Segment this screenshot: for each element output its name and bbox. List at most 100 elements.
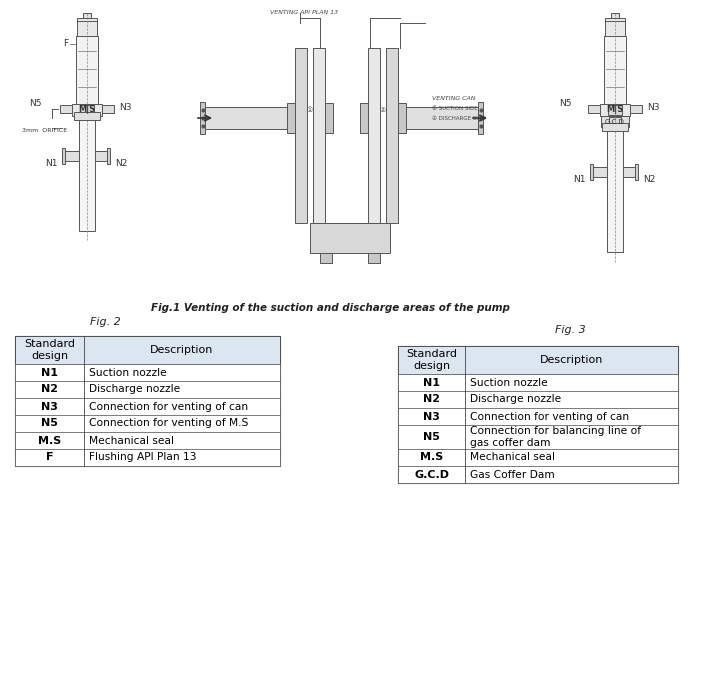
Bar xyxy=(76,36,98,104)
Text: Fig. 2: Fig. 2 xyxy=(90,317,120,327)
Bar xyxy=(630,105,642,113)
Text: G.C.D: G.C.D xyxy=(414,469,449,480)
Bar xyxy=(398,103,406,133)
Bar xyxy=(593,167,607,177)
Text: Standard
design: Standard design xyxy=(406,349,457,371)
Bar xyxy=(102,105,114,113)
Text: ②: ② xyxy=(380,107,386,113)
Text: N2: N2 xyxy=(643,176,655,185)
Text: ① SUCTION SIDE: ① SUCTION SIDE xyxy=(432,106,477,110)
Bar xyxy=(15,364,280,381)
Bar xyxy=(295,48,307,223)
Text: F: F xyxy=(46,453,53,462)
Bar xyxy=(107,148,110,164)
Bar xyxy=(607,127,623,252)
Bar xyxy=(287,103,295,133)
Bar xyxy=(200,102,205,134)
Bar xyxy=(79,116,95,231)
Bar xyxy=(398,374,678,391)
Bar xyxy=(386,48,398,223)
Text: M.S: M.S xyxy=(420,453,443,462)
Text: N2: N2 xyxy=(115,160,127,169)
Bar xyxy=(604,36,626,104)
Bar xyxy=(398,107,478,129)
Text: G.C.D: G.C.D xyxy=(605,119,625,124)
Bar xyxy=(15,398,280,415)
Text: Fig. 3: Fig. 3 xyxy=(555,325,585,335)
Text: N1: N1 xyxy=(45,160,58,169)
Text: ② DISCHARGE SIDE: ② DISCHARGE SIDE xyxy=(432,115,486,121)
Bar xyxy=(398,346,678,374)
Bar xyxy=(313,48,325,223)
Bar xyxy=(15,381,280,398)
Bar xyxy=(15,449,280,466)
Text: M|S: M|S xyxy=(607,106,623,115)
Text: N5: N5 xyxy=(559,99,572,108)
Bar xyxy=(590,164,593,180)
Text: Mechanical seal: Mechanical seal xyxy=(470,453,555,462)
Bar xyxy=(623,167,635,177)
Bar xyxy=(368,253,380,263)
Text: Standard
design: Standard design xyxy=(24,339,75,361)
Bar xyxy=(478,102,483,134)
Bar xyxy=(77,18,97,36)
Text: Fig.1 Venting of the suction and discharge areas of the pump: Fig.1 Venting of the suction and dischar… xyxy=(150,303,510,313)
Bar xyxy=(72,104,102,116)
Text: N2: N2 xyxy=(423,394,440,405)
Bar xyxy=(15,336,280,364)
Bar xyxy=(83,13,91,18)
Bar xyxy=(15,432,280,449)
Bar xyxy=(602,123,628,131)
Bar xyxy=(605,18,625,36)
Text: Connection for venting of M.S: Connection for venting of M.S xyxy=(89,418,249,429)
Bar xyxy=(15,336,280,466)
Bar xyxy=(65,151,79,161)
Text: Connection for venting of can: Connection for venting of can xyxy=(470,412,629,421)
Bar xyxy=(588,105,600,113)
Bar xyxy=(398,466,678,483)
Text: N3: N3 xyxy=(119,104,131,113)
Text: N5: N5 xyxy=(29,99,42,108)
Text: N5: N5 xyxy=(423,432,440,442)
Text: VENTING API PLAN 13: VENTING API PLAN 13 xyxy=(270,10,338,16)
Text: ①: ① xyxy=(307,107,313,113)
Text: Discharge nozzle: Discharge nozzle xyxy=(89,384,180,394)
Text: N5: N5 xyxy=(41,418,58,429)
Bar xyxy=(398,425,678,449)
Text: M.S: M.S xyxy=(38,436,61,445)
Text: F: F xyxy=(63,40,68,49)
Text: Suction nozzle: Suction nozzle xyxy=(89,368,166,377)
Text: M|S: M|S xyxy=(79,106,95,115)
Bar xyxy=(62,148,65,164)
Text: Description: Description xyxy=(150,345,213,355)
Text: N1: N1 xyxy=(423,377,440,388)
Bar xyxy=(325,103,333,133)
Bar xyxy=(611,13,619,18)
Text: Discharge nozzle: Discharge nozzle xyxy=(470,394,562,405)
Text: Suction nozzle: Suction nozzle xyxy=(470,377,548,388)
Bar xyxy=(60,105,72,113)
Text: VENTING CAN: VENTING CAN xyxy=(432,95,475,101)
Bar xyxy=(609,117,621,126)
Bar xyxy=(635,164,638,180)
Text: 3mm  ORIFICE: 3mm ORIFICE xyxy=(22,128,67,134)
Bar xyxy=(310,223,390,253)
Bar xyxy=(600,104,630,116)
Text: N1: N1 xyxy=(41,368,58,377)
Bar xyxy=(368,48,380,223)
Bar xyxy=(398,449,678,466)
Bar xyxy=(320,253,332,263)
Text: Description: Description xyxy=(540,355,603,365)
Bar xyxy=(205,107,295,129)
Text: N3: N3 xyxy=(647,104,659,113)
Bar xyxy=(360,103,368,133)
Text: Gas Coffer Dam: Gas Coffer Dam xyxy=(470,469,555,480)
Bar xyxy=(80,105,94,115)
Bar xyxy=(398,391,678,408)
Bar xyxy=(398,408,678,425)
Bar xyxy=(601,116,629,127)
Text: N1: N1 xyxy=(573,176,585,185)
Bar xyxy=(398,346,678,483)
Text: Mechanical seal: Mechanical seal xyxy=(89,436,174,445)
Text: Connection for venting of can: Connection for venting of can xyxy=(89,401,248,412)
